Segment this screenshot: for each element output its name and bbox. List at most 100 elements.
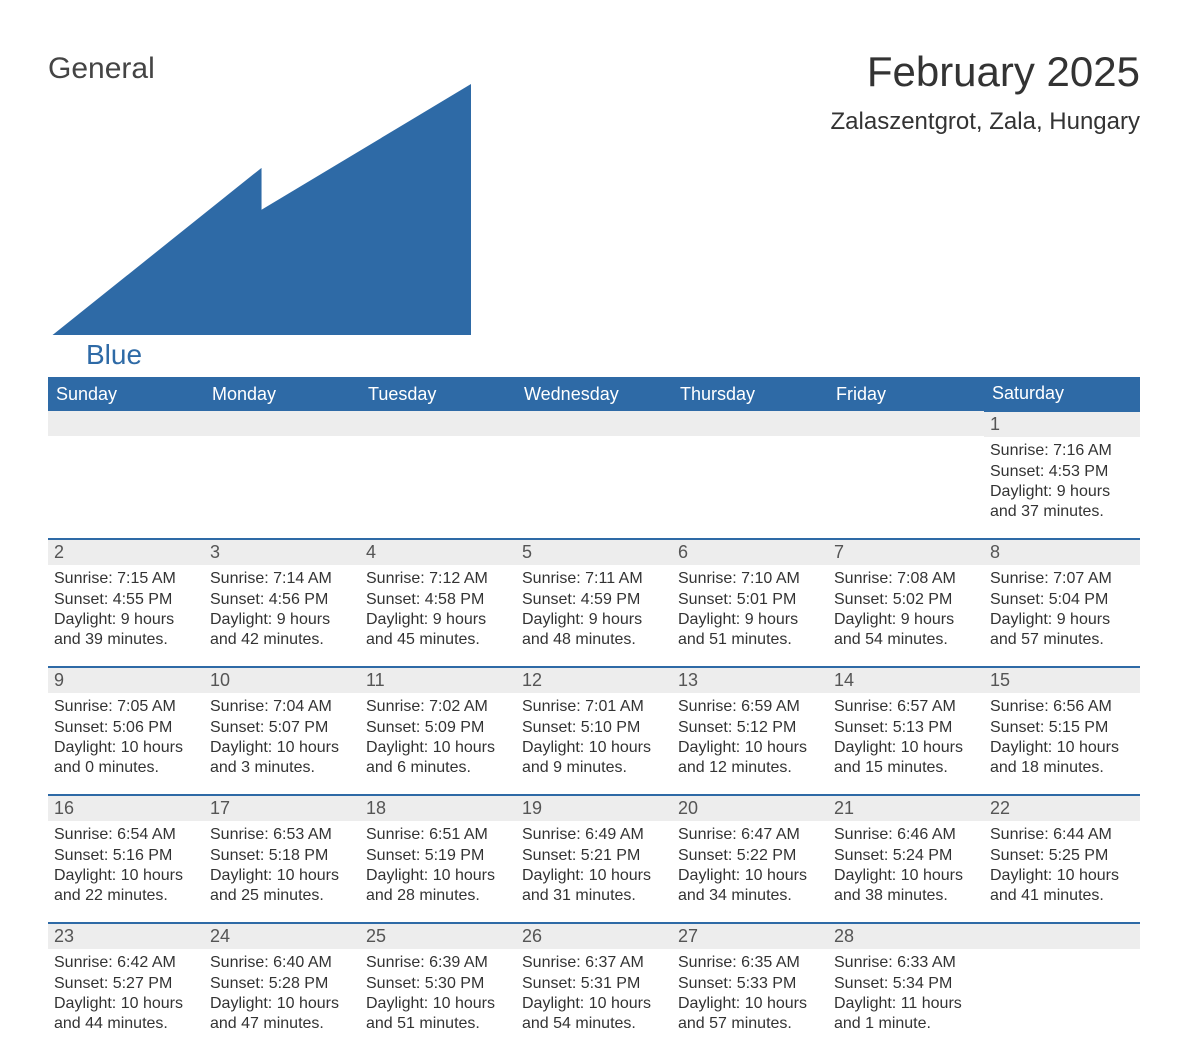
logo-text: General Blue: [48, 54, 467, 369]
calendar-row: 16Sunrise: 6:54 AMSunset: 5:16 PMDayligh…: [48, 795, 1140, 923]
daylight-line: Daylight: 10 hours and 9 minutes.: [522, 739, 651, 776]
sunrise-line: Sunrise: 7:16 AM: [990, 442, 1112, 459]
sunrise-line: Sunrise: 7:10 AM: [678, 570, 800, 587]
weekday-header: Thursday: [672, 377, 828, 411]
day-number: [984, 924, 1140, 949]
daylight-line: Daylight: 10 hours and 44 minutes.: [54, 995, 183, 1032]
day-number: 13: [672, 668, 828, 693]
sunset-line: Sunset: 5:04 PM: [990, 591, 1108, 608]
weekday-header: Monday: [204, 377, 360, 411]
sunset-line: Sunset: 5:01 PM: [678, 591, 796, 608]
sunset-line: Sunset: 5:09 PM: [366, 719, 484, 736]
day-body: Sunrise: 7:01 AM Sunset: 5:10 PM Daylight:…: [516, 693, 672, 782]
calendar-cell: 16Sunrise: 6:54 AMSunset: 5:16 PMDayligh…: [48, 795, 204, 923]
calendar-cell: [516, 411, 672, 539]
sunset-line: Sunset: 5:10 PM: [522, 719, 640, 736]
sunset-line: Sunset: 5:06 PM: [54, 719, 172, 736]
calendar-cell: [828, 411, 984, 539]
location-subtitle: Zalaszentgrot, Zala, Hungary: [831, 108, 1140, 136]
sunrise-line: Sunrise: 6:53 AM: [210, 826, 332, 843]
day-number: 17: [204, 796, 360, 821]
day-body: Sunrise: 6:39 AMSunset: 5:30 PMDaylight:…: [360, 949, 516, 1038]
month-title: February 2025: [831, 48, 1140, 96]
sunset-line: Sunset: 4:53 PM: [990, 463, 1108, 480]
weekday-header: Friday: [828, 377, 984, 411]
day-number: 24: [204, 924, 360, 949]
weekday-header: Wednesday: [516, 377, 672, 411]
calendar-table: SundayMondayTuesdayWednesdayThursdayFrid…: [48, 377, 1140, 1051]
sunset-line: Sunset: 4:56 PM: [210, 591, 328, 608]
daylight-line: Daylight: 10 hours and 51 minutes.: [366, 995, 495, 1032]
calendar-cell: 23Sunrise: 6:42 AMSunset: 5:27 PMDayligh…: [48, 923, 204, 1051]
day-number: 26: [516, 924, 672, 949]
day-body: Sunrise: 6:51 AMSunset: 5:19 PMDaylight:…: [360, 821, 516, 910]
day-body: [516, 436, 672, 444]
daylight-line: Daylight: 10 hours and 31 minutes.: [522, 867, 651, 904]
calendar-cell: 3Sunrise: 7:14 AMSunset: 4:56 PMDaylight…: [204, 539, 360, 667]
day-number: [672, 411, 828, 436]
day-body: Sunrise: 6:37 AMSunset: 5:31 PMDaylight:…: [516, 949, 672, 1038]
calendar-row: 1Sunrise: 7:16 AMSunset: 4:53 PMDaylight…: [48, 411, 1140, 539]
day-body: Sunrise: 7:04 AMSunset: 5:07 PMDaylight:…: [204, 693, 360, 782]
day-body: [672, 436, 828, 444]
day-number: 10: [204, 668, 360, 693]
calendar-cell: 12Sunrise: 7:01 AMSunset: 5:10 PMDayligh…: [516, 667, 672, 795]
daylight-line: Daylight: 10 hours and 57 minutes.: [678, 995, 807, 1032]
calendar-cell: 21Sunrise: 6:46 AMSunset: 5:24 PMDayligh…: [828, 795, 984, 923]
sunset-line: Sunset: 5:21 PM: [522, 847, 640, 864]
day-number: 6: [672, 540, 828, 565]
calendar-body: 1Sunrise: 7:16 AMSunset: 4:53 PMDaylight…: [48, 411, 1140, 1051]
sunrise-line: Sunrise: 7:02 AM: [366, 698, 488, 715]
sunrise-line: Sunrise: 7:05 AM: [54, 698, 176, 715]
sunset-line: Sunset: 5:31 PM: [522, 975, 640, 992]
sunset-line: Sunset: 4:58 PM: [366, 591, 484, 608]
calendar-cell: 15Sunrise: 6:56 AMSunset: 5:15 PMDayligh…: [984, 667, 1140, 795]
daylight-line: Daylight: 10 hours and 38 minutes.: [834, 867, 963, 904]
day-body: Sunrise: 7:05 AMSunset: 5:06 PMDaylight:…: [48, 693, 204, 782]
day-body: Sunrise: 7:16 AM Sunset: 4:53 PM Daylight:…: [984, 437, 1140, 526]
day-body: [48, 436, 204, 444]
sunrise-line: Sunrise: 6:33 AM: [834, 954, 956, 971]
daylight-line: Daylight: 10 hours and 6 minutes.: [366, 739, 495, 776]
sunset-line: Sunset: 5:15 PM: [990, 719, 1108, 736]
sunset-line: Sunset: 5:02 PM: [834, 591, 952, 608]
day-number: 7: [828, 540, 984, 565]
day-body: [360, 436, 516, 444]
sunset-line: Sunset: 4:59 PM: [522, 591, 640, 608]
sunset-line: Sunset: 5:27 PM: [54, 975, 172, 992]
sunset-line: Sunset: 5:12 PM: [678, 719, 796, 736]
day-body: Sunrise: 6:40 AMSunset: 5:28 PMDaylight:…: [204, 949, 360, 1038]
day-body: Sunrise: 7:11 AMSunset: 4:59 PMDaylight:…: [516, 565, 672, 654]
calendar-cell: 19Sunrise: 6:49 AMSunset: 5:21 PMDayligh…: [516, 795, 672, 923]
calendar-cell: 6Sunrise: 7:10 AMSunset: 5:01 PMDaylight…: [672, 539, 828, 667]
calendar-cell: 24Sunrise: 6:40 AMSunset: 5:28 PMDayligh…: [204, 923, 360, 1051]
sunrise-line: Sunrise: 7:15 AM: [54, 570, 176, 587]
day-number: 28: [828, 924, 984, 949]
calendar-cell: 27Sunrise: 6:35 AMSunset: 5:33 PMDayligh…: [672, 923, 828, 1051]
sunrise-line: Sunrise: 6:46 AM: [834, 826, 956, 843]
day-body: Sunrise: 7:08 AMSunset: 5:02 PMDaylight:…: [828, 565, 984, 654]
calendar-cell: [360, 411, 516, 539]
day-body: Sunrise: 7:07 AMSunset: 5:04 PMDaylight:…: [984, 565, 1140, 654]
sunrise-line: Sunrise: 7:01 AM: [522, 698, 644, 715]
sunset-line: Sunset: 5:28 PM: [210, 975, 328, 992]
sunrise-line: Sunrise: 7:12 AM: [366, 570, 488, 587]
day-number: 27: [672, 924, 828, 949]
sunrise-line: Sunrise: 6:40 AM: [210, 954, 332, 971]
daylight-line: Daylight: 9 hours and 37 minutes.: [990, 483, 1110, 520]
sunset-line: Sunset: 5:34 PM: [834, 975, 952, 992]
calendar-row: 9Sunrise: 7:05 AMSunset: 5:06 PMDaylight…: [48, 667, 1140, 795]
day-body: Sunrise: 6:42 AMSunset: 5:27 PMDaylight:…: [48, 949, 204, 1038]
day-body: Sunrise: 6:35 AMSunset: 5:33 PMDaylight:…: [672, 949, 828, 1038]
sunrise-line: Sunrise: 7:07 AM: [990, 570, 1112, 587]
day-number: 22: [984, 796, 1140, 821]
daylight-line: Daylight: 9 hours and 45 minutes.: [366, 611, 486, 648]
sunrise-line: Sunrise: 6:39 AM: [366, 954, 488, 971]
sunrise-line: Sunrise: 6:54 AM: [54, 826, 176, 843]
day-number: 5: [516, 540, 672, 565]
day-number: [516, 411, 672, 436]
daylight-line: Daylight: 9 hours and 42 minutes.: [210, 611, 330, 648]
daylight-line: Daylight: 10 hours and 18 minutes.: [990, 739, 1119, 776]
daylight-line: Daylight: 10 hours and 22 minutes.: [54, 867, 183, 904]
day-body: Sunrise: 7:12 AM Sunset: 4:58 PM Daylight:…: [360, 565, 516, 654]
